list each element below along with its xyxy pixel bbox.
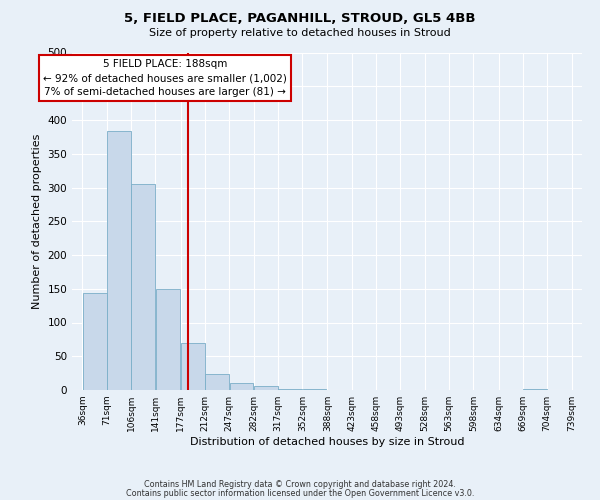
X-axis label: Distribution of detached houses by size in Stroud: Distribution of detached houses by size …: [190, 437, 464, 447]
Bar: [254, 386, 278, 390]
Bar: [278, 388, 302, 390]
Text: 5, FIELD PLACE, PAGANHILL, STROUD, GL5 4BB: 5, FIELD PLACE, PAGANHILL, STROUD, GL5 4…: [124, 12, 476, 26]
Bar: [230, 382, 253, 390]
Bar: [83, 293, 107, 390]
Bar: [523, 388, 547, 390]
Bar: [205, 374, 229, 390]
Text: 5 FIELD PLACE: 188sqm
← 92% of detached houses are smaller (1,002)
7% of semi-de: 5 FIELD PLACE: 188sqm ← 92% of detached …: [43, 59, 287, 97]
Bar: [131, 184, 155, 390]
Text: Contains HM Land Registry data © Crown copyright and database right 2024.: Contains HM Land Registry data © Crown c…: [144, 480, 456, 489]
Text: Size of property relative to detached houses in Stroud: Size of property relative to detached ho…: [149, 28, 451, 38]
Text: Contains public sector information licensed under the Open Government Licence v3: Contains public sector information licen…: [126, 488, 474, 498]
Bar: [107, 131, 131, 390]
Bar: [156, 289, 179, 390]
Bar: [181, 343, 205, 390]
Y-axis label: Number of detached properties: Number of detached properties: [32, 134, 42, 309]
